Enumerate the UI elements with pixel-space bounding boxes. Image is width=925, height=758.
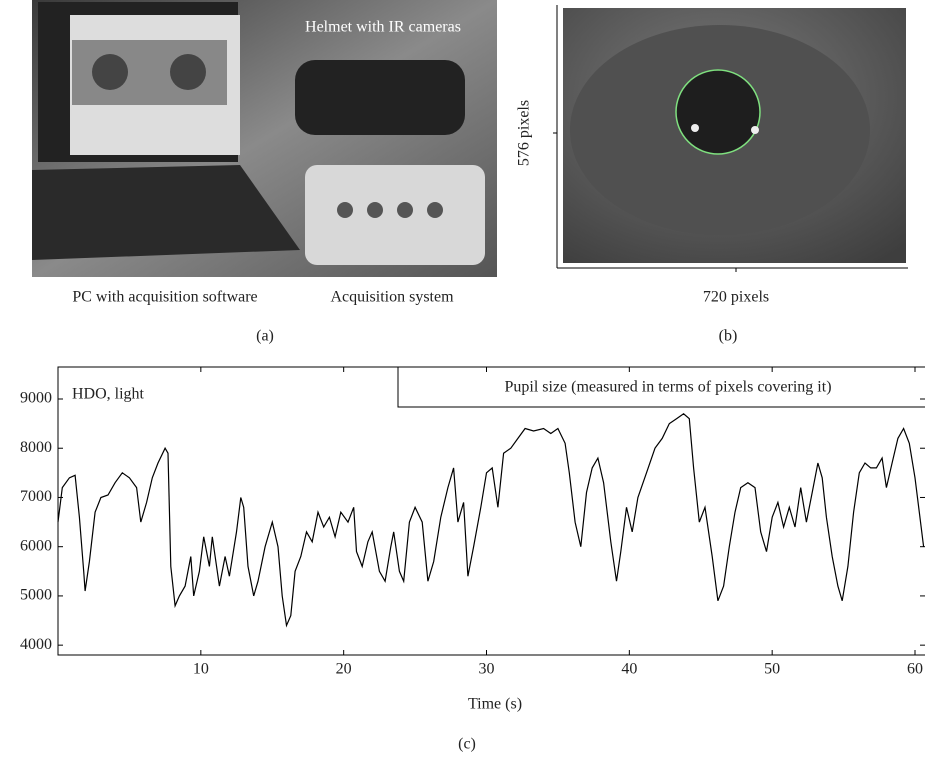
y-tick-label: 9000 — [20, 390, 52, 407]
legend-box — [397, 367, 925, 408]
panel-caption: (a) — [256, 328, 274, 345]
x-tick-label: 10 — [193, 661, 209, 678]
axis-label: 720 pixels — [703, 289, 769, 306]
axis-label: 576 pixels — [516, 100, 533, 166]
x-tick-label: 30 — [479, 661, 495, 678]
data-line — [57, 413, 925, 628]
x-tick-label: 20 — [336, 661, 352, 678]
panel-caption: (c) — [458, 736, 476, 753]
legend-label: Pupil size (measured in terms of pixels … — [504, 379, 831, 396]
x-axis-label: Time (s) — [468, 696, 522, 713]
x-tick-label: 50 — [764, 661, 780, 678]
y-tick-label: 5000 — [20, 587, 52, 604]
photo-label: Helmet with IR cameras — [305, 19, 461, 36]
y-tick-label: 7000 — [20, 488, 52, 505]
y-tick-label: 8000 — [20, 439, 52, 456]
y-tick-label: 4000 — [20, 636, 52, 653]
x-tick-label: 40 — [621, 661, 637, 678]
panel-caption: (b) — [719, 328, 738, 345]
plot-frame — [57, 366, 925, 656]
photo-eye — [553, 5, 908, 272]
x-tick-label: 60 — [907, 661, 923, 678]
photo-label: Acquisition system — [330, 289, 454, 306]
photo-label: PC with acquisition software — [72, 289, 257, 306]
y-tick-label: 6000 — [20, 537, 52, 554]
photo-setup — [32, 0, 497, 277]
annotation: HDO, light — [72, 386, 145, 403]
